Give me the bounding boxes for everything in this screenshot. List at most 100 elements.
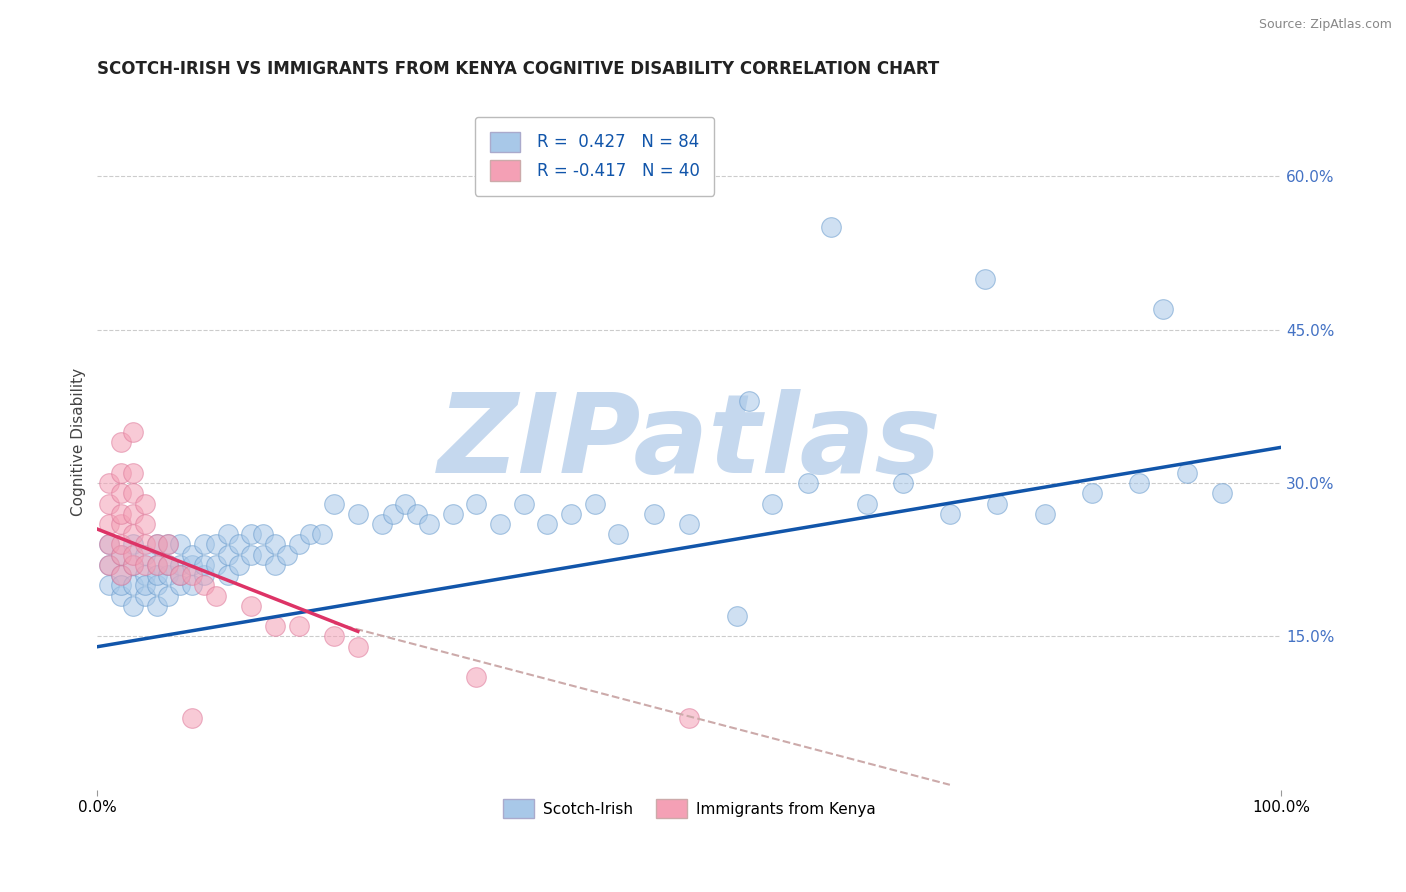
Point — [145, 599, 167, 613]
Point — [98, 497, 121, 511]
Point — [725, 609, 748, 624]
Point — [1128, 476, 1150, 491]
Point — [110, 507, 132, 521]
Point — [986, 497, 1008, 511]
Point — [110, 486, 132, 500]
Point — [157, 568, 180, 582]
Point — [193, 558, 215, 572]
Point — [98, 558, 121, 572]
Point — [110, 537, 132, 551]
Point — [122, 599, 145, 613]
Text: Source: ZipAtlas.com: Source: ZipAtlas.com — [1258, 18, 1392, 31]
Point — [193, 568, 215, 582]
Point — [891, 476, 914, 491]
Point — [157, 537, 180, 551]
Point — [228, 558, 250, 572]
Point — [134, 568, 156, 582]
Point — [98, 476, 121, 491]
Point — [169, 568, 191, 582]
Point — [110, 516, 132, 531]
Point — [512, 497, 534, 511]
Point — [134, 497, 156, 511]
Point — [1175, 466, 1198, 480]
Legend: Scotch-Irish, Immigrants from Kenya: Scotch-Irish, Immigrants from Kenya — [498, 793, 882, 824]
Point — [169, 537, 191, 551]
Point — [287, 537, 309, 551]
Point — [181, 578, 204, 592]
Point — [820, 220, 842, 235]
Point — [181, 711, 204, 725]
Point — [252, 548, 274, 562]
Point — [134, 516, 156, 531]
Point — [169, 568, 191, 582]
Text: SCOTCH-IRISH VS IMMIGRANTS FROM KENYA COGNITIVE DISABILITY CORRELATION CHART: SCOTCH-IRISH VS IMMIGRANTS FROM KENYA CO… — [97, 60, 939, 78]
Point — [1152, 302, 1174, 317]
Point — [122, 558, 145, 572]
Point — [217, 568, 239, 582]
Point — [157, 558, 180, 572]
Point — [217, 548, 239, 562]
Point — [607, 527, 630, 541]
Point — [145, 568, 167, 582]
Point — [134, 548, 156, 562]
Point — [678, 516, 700, 531]
Point — [737, 394, 759, 409]
Point — [240, 548, 263, 562]
Point — [122, 548, 145, 562]
Point — [299, 527, 322, 541]
Point — [98, 578, 121, 592]
Point — [145, 558, 167, 572]
Point — [560, 507, 582, 521]
Point — [252, 527, 274, 541]
Point — [797, 476, 820, 491]
Point — [122, 507, 145, 521]
Point — [157, 589, 180, 603]
Point — [98, 516, 121, 531]
Point — [181, 558, 204, 572]
Point — [145, 558, 167, 572]
Point — [122, 466, 145, 480]
Point — [110, 568, 132, 582]
Point — [122, 558, 145, 572]
Point — [145, 578, 167, 592]
Point — [110, 589, 132, 603]
Point — [228, 537, 250, 551]
Point — [583, 497, 606, 511]
Point — [204, 537, 226, 551]
Point — [122, 527, 145, 541]
Point — [204, 558, 226, 572]
Point — [204, 589, 226, 603]
Point — [110, 548, 132, 562]
Point — [489, 516, 512, 531]
Point — [122, 486, 145, 500]
Point — [465, 497, 488, 511]
Point — [134, 578, 156, 592]
Point — [110, 435, 132, 450]
Point — [122, 425, 145, 439]
Point — [347, 640, 370, 654]
Point — [536, 516, 558, 531]
Point — [110, 578, 132, 592]
Point — [974, 271, 997, 285]
Point — [193, 578, 215, 592]
Point — [264, 537, 287, 551]
Point — [1211, 486, 1233, 500]
Point — [110, 466, 132, 480]
Point — [145, 537, 167, 551]
Point — [134, 558, 156, 572]
Point — [122, 578, 145, 592]
Point — [678, 711, 700, 725]
Point — [98, 537, 121, 551]
Point — [276, 548, 298, 562]
Point — [323, 630, 346, 644]
Point — [441, 507, 464, 521]
Point — [856, 497, 879, 511]
Point — [406, 507, 429, 521]
Point — [181, 568, 204, 582]
Y-axis label: Cognitive Disability: Cognitive Disability — [72, 368, 86, 516]
Point — [98, 558, 121, 572]
Point — [98, 537, 121, 551]
Point — [287, 619, 309, 633]
Point — [122, 537, 145, 551]
Point — [157, 558, 180, 572]
